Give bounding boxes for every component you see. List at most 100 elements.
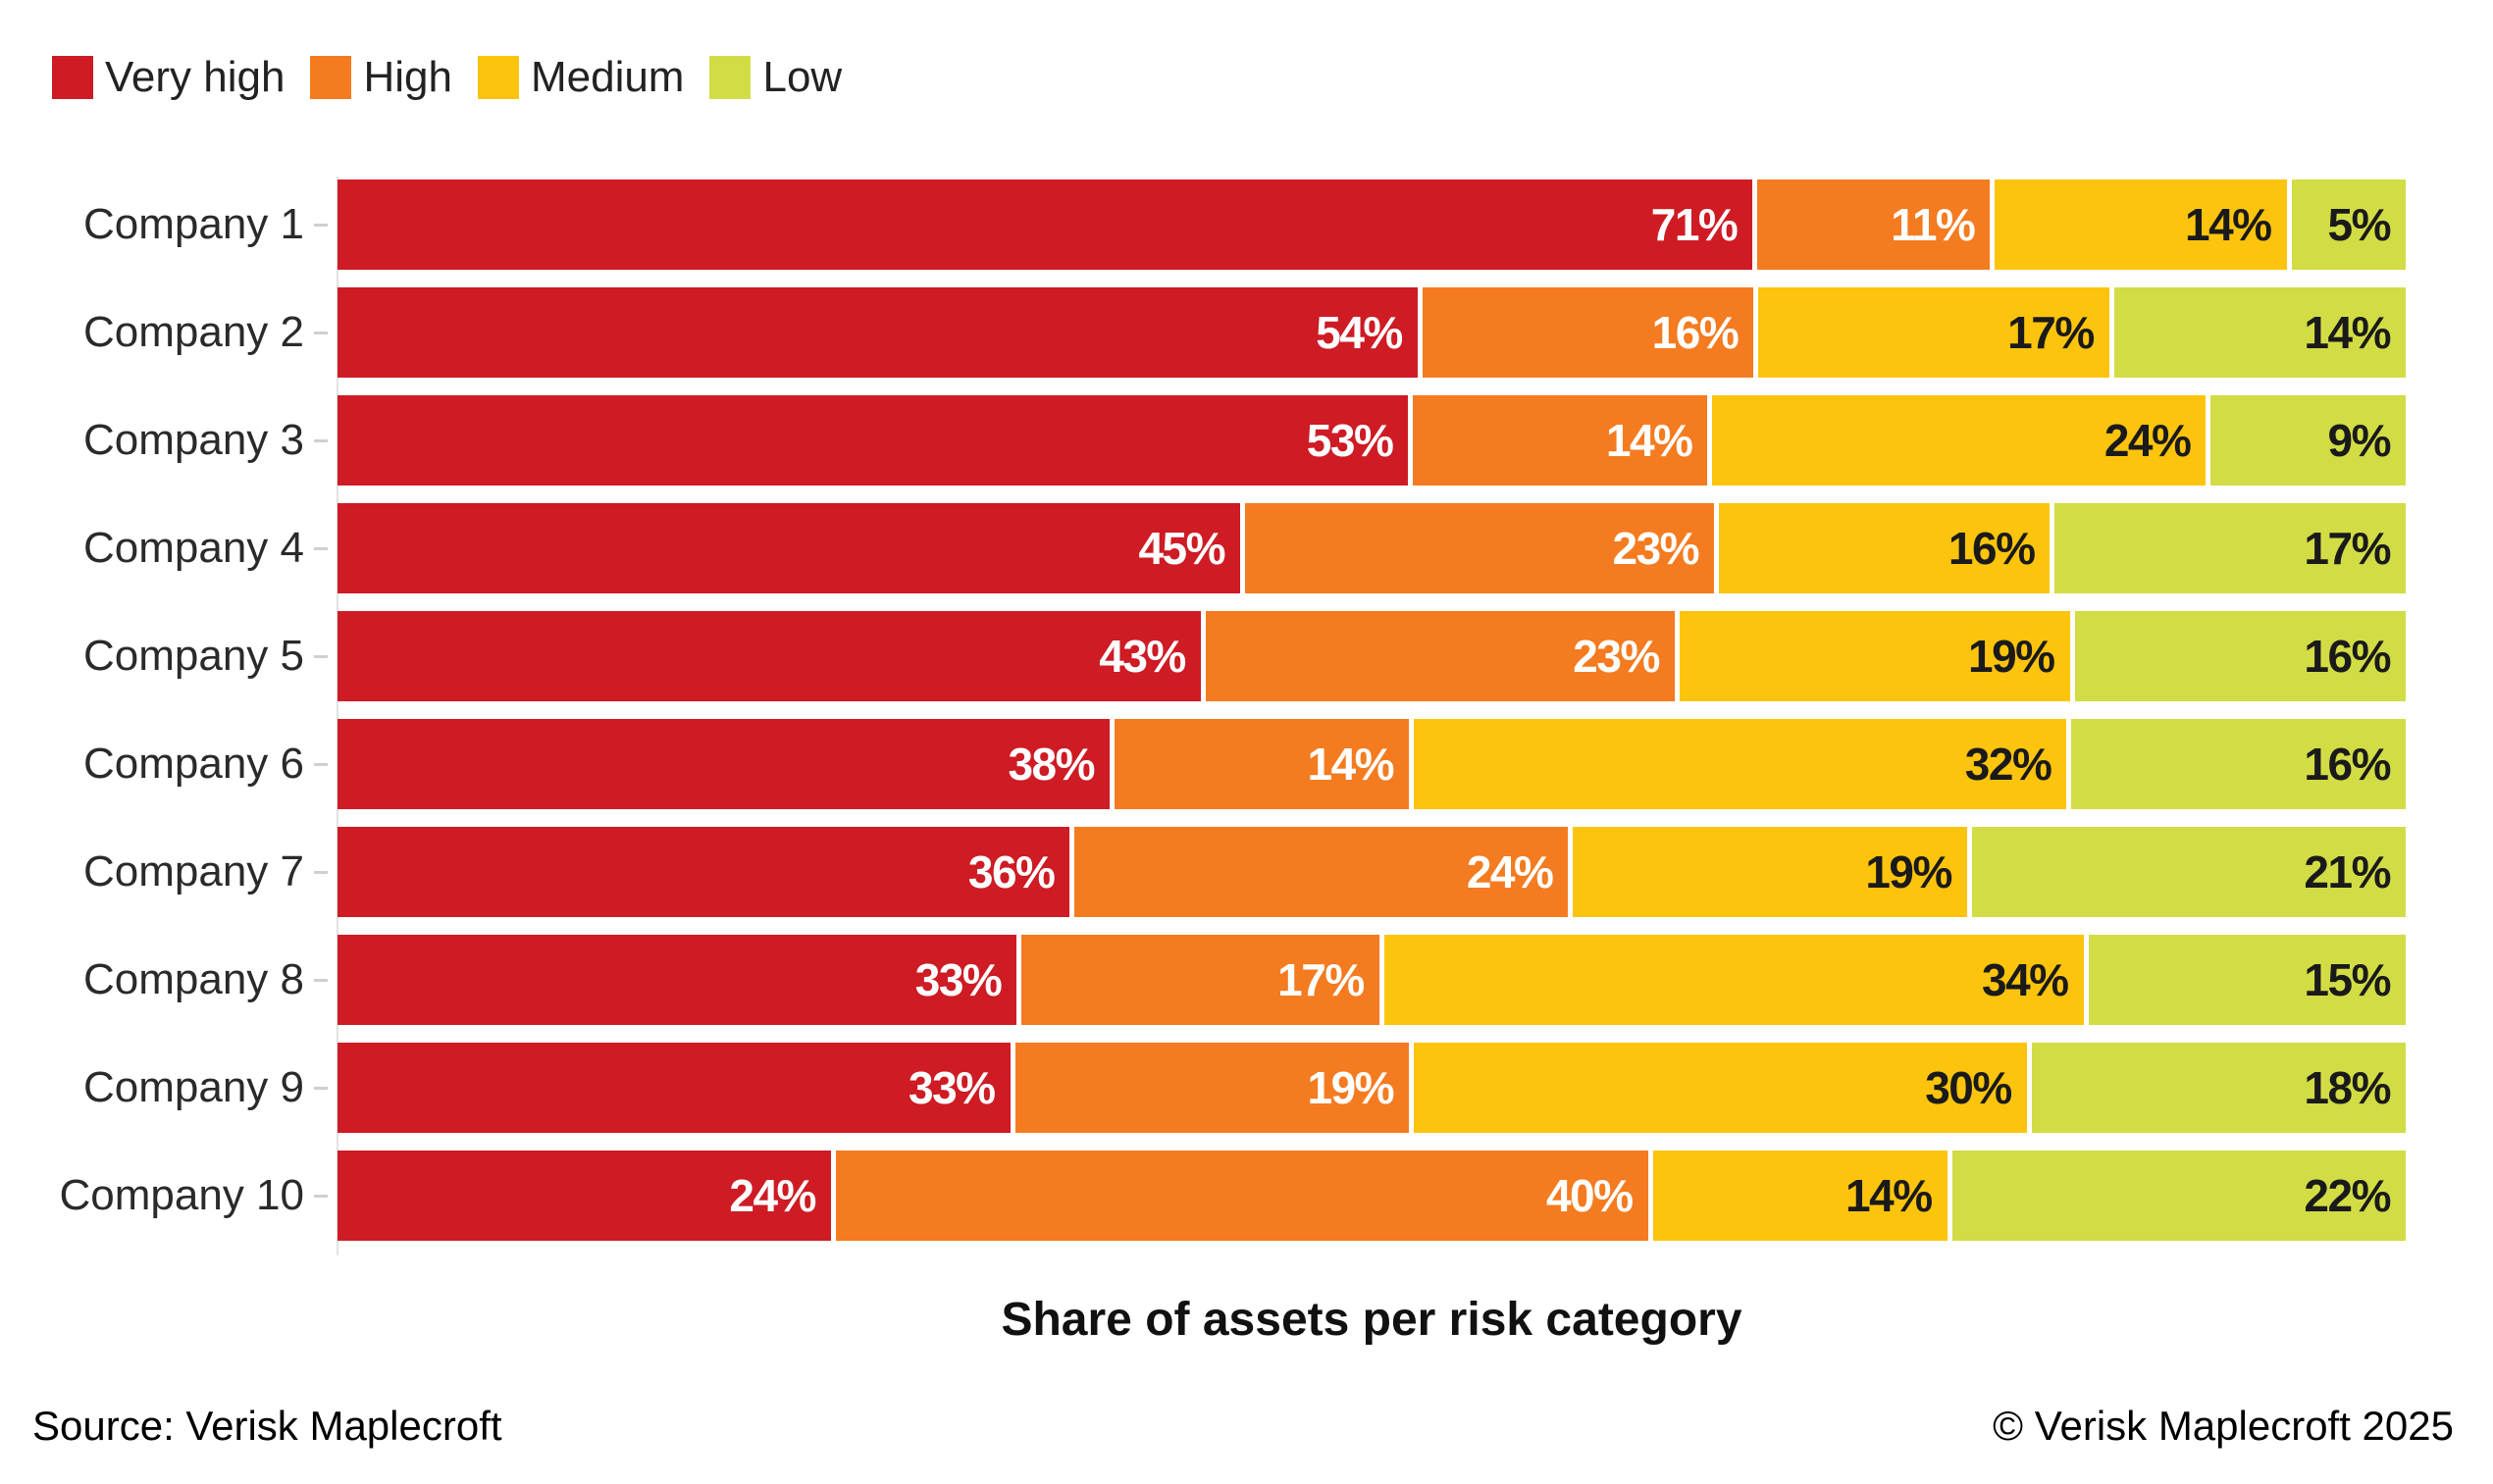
segment-value-label: 43% xyxy=(1099,631,1186,682)
bar-segment-very-high: 54% xyxy=(338,287,1418,378)
segment-value-label: 16% xyxy=(2304,631,2391,682)
bar-row: Company 6 38% 14% 32% 16% xyxy=(0,719,2493,809)
bar-segment-medium: 19% xyxy=(1679,611,2070,701)
axis-tick-cell xyxy=(304,654,338,658)
segment-value-label: 24% xyxy=(1466,846,1554,897)
legend-item-very-high: Very high xyxy=(52,53,285,102)
segment-value-label: 17% xyxy=(2007,307,2095,358)
x-axis-title: Share of assets per risk category xyxy=(1001,1294,1742,1346)
bar-segment-medium: 30% xyxy=(1414,1043,2027,1133)
axis-tick xyxy=(314,331,328,334)
bar-segment-medium: 14% xyxy=(1995,179,2287,270)
category-label: Company 5 xyxy=(82,632,304,680)
axis-tick-cell xyxy=(304,546,338,550)
bar-segment-high: 14% xyxy=(1115,719,1410,809)
bar-segment-low: 21% xyxy=(1971,827,2406,917)
bar-segment-very-high: 33% xyxy=(338,1043,1011,1133)
segment-value-label: 40% xyxy=(1545,1170,1634,1221)
bar-row: Company 8 33% 17% 34% 15% xyxy=(0,935,2493,1025)
segment-value-label: 19% xyxy=(1967,631,2055,682)
bar-segment-very-high: 71% xyxy=(338,179,1753,270)
segment-value-label: 33% xyxy=(914,954,1003,1005)
bar-segment-very-high: 43% xyxy=(338,611,1201,701)
axis-tick-cell xyxy=(304,331,338,334)
bar-segment-low: 18% xyxy=(2031,1043,2406,1133)
legend-item-high: High xyxy=(310,53,452,102)
category-label: Company 9 xyxy=(82,1063,304,1111)
axis-tick-cell xyxy=(304,1194,338,1198)
bar-segment-very-high: 33% xyxy=(338,935,1017,1025)
axis-tick-cell xyxy=(304,978,338,982)
bar-row: Company 3 53% 14% 24% 9% xyxy=(0,395,2493,486)
segment-value-label: 71% xyxy=(1650,199,1739,250)
bar-segment-high: 19% xyxy=(1014,1043,1410,1133)
segment-value-label: 23% xyxy=(1612,523,1699,574)
category-label: Company 3 xyxy=(82,416,304,464)
legend-swatch-icon xyxy=(709,56,752,99)
segment-value-label: 15% xyxy=(2304,954,2391,1005)
bar-segment-low: 9% xyxy=(2210,395,2406,486)
stacked-bar: 24% 40% 14% 22% xyxy=(338,1151,2406,1241)
segment-value-label: 22% xyxy=(2304,1170,2391,1221)
bar-row: Company 1 71% 11% 14% 5% xyxy=(0,179,2493,270)
bar-segment-medium: 17% xyxy=(1758,287,2109,378)
segment-value-label: 17% xyxy=(1277,954,1365,1005)
axis-tick xyxy=(314,223,328,227)
plot-area: Company 1 71% 11% 14% 5% Company 2 54% 16% 17% 14… xyxy=(0,177,2493,1258)
segment-value-label: 14% xyxy=(1845,1170,1933,1221)
bar-segment-medium: 16% xyxy=(1719,503,2051,593)
bar-segment-low: 14% xyxy=(2113,287,2406,378)
y-axis-line xyxy=(337,177,338,1255)
segment-value-label: 14% xyxy=(2304,307,2391,358)
segment-value-label: 21% xyxy=(2304,846,2391,897)
bar-segment-medium: 19% xyxy=(1573,827,1967,917)
category-label: Company 4 xyxy=(82,524,304,572)
bar-segment-low: 22% xyxy=(1951,1151,2406,1241)
bar-segment-medium: 24% xyxy=(1712,395,2207,486)
segment-value-label: 53% xyxy=(1306,415,1394,466)
legend-label: Low xyxy=(762,53,843,101)
bar-row: Company 4 45% 23% 16% 17% xyxy=(0,503,2493,593)
axis-tick xyxy=(314,546,328,550)
segment-value-label: 11% xyxy=(1891,199,1976,250)
bar-segment-low: 16% xyxy=(2074,611,2406,701)
bar-segment-low: 5% xyxy=(2291,179,2407,270)
legend: Very high High Medium Low xyxy=(52,53,842,102)
axis-tick xyxy=(314,870,328,874)
segment-value-label: 16% xyxy=(2304,739,2391,790)
axis-tick-cell xyxy=(304,438,338,442)
bar-segment-high: 17% xyxy=(1021,935,1379,1025)
axis-tick xyxy=(314,1086,328,1090)
segment-value-label: 19% xyxy=(1865,846,1952,897)
bar-segment-very-high: 45% xyxy=(338,503,1241,593)
segment-value-label: 18% xyxy=(2304,1062,2391,1113)
axis-tick xyxy=(314,654,328,658)
legend-item-low: Low xyxy=(709,53,842,102)
segment-value-label: 24% xyxy=(729,1170,816,1221)
segment-value-label: 19% xyxy=(1307,1062,1395,1113)
bar-segment-low: 16% xyxy=(2071,719,2406,809)
bar-segment-high: 11% xyxy=(1757,179,1991,270)
bar-segment-high: 40% xyxy=(835,1151,1648,1241)
segment-value-label: 14% xyxy=(1605,415,1693,466)
bar-row: Company 5 43% 23% 19% 16% xyxy=(0,611,2493,701)
segment-value-label: 33% xyxy=(908,1062,996,1113)
legend-item-medium: Medium xyxy=(477,53,684,102)
segment-value-label: 38% xyxy=(1008,739,1095,790)
segment-value-label: 5% xyxy=(2327,199,2392,250)
bar-segment-high: 23% xyxy=(1245,503,1715,593)
bar-segment-very-high: 24% xyxy=(338,1151,831,1241)
segment-value-label: 9% xyxy=(2327,415,2392,466)
bar-segment-very-high: 36% xyxy=(338,827,1070,917)
bar-row: Company 10 24% 40% 14% 22% xyxy=(0,1151,2493,1241)
bar-segment-high: 23% xyxy=(1205,611,1675,701)
segment-value-label: 23% xyxy=(1573,631,1660,682)
stacked-bar: 45% 23% 16% 17% xyxy=(338,503,2406,593)
segment-value-label: 30% xyxy=(1925,1062,2012,1113)
category-label: Company 2 xyxy=(82,308,304,356)
bar-segment-low: 15% xyxy=(2088,935,2406,1025)
axis-tick-cell xyxy=(304,223,338,227)
bar-row: Company 7 36% 24% 19% 21% xyxy=(0,827,2493,917)
segment-value-label: 32% xyxy=(1964,739,2052,790)
stacked-bar: 36% 24% 19% 21% xyxy=(338,827,2406,917)
